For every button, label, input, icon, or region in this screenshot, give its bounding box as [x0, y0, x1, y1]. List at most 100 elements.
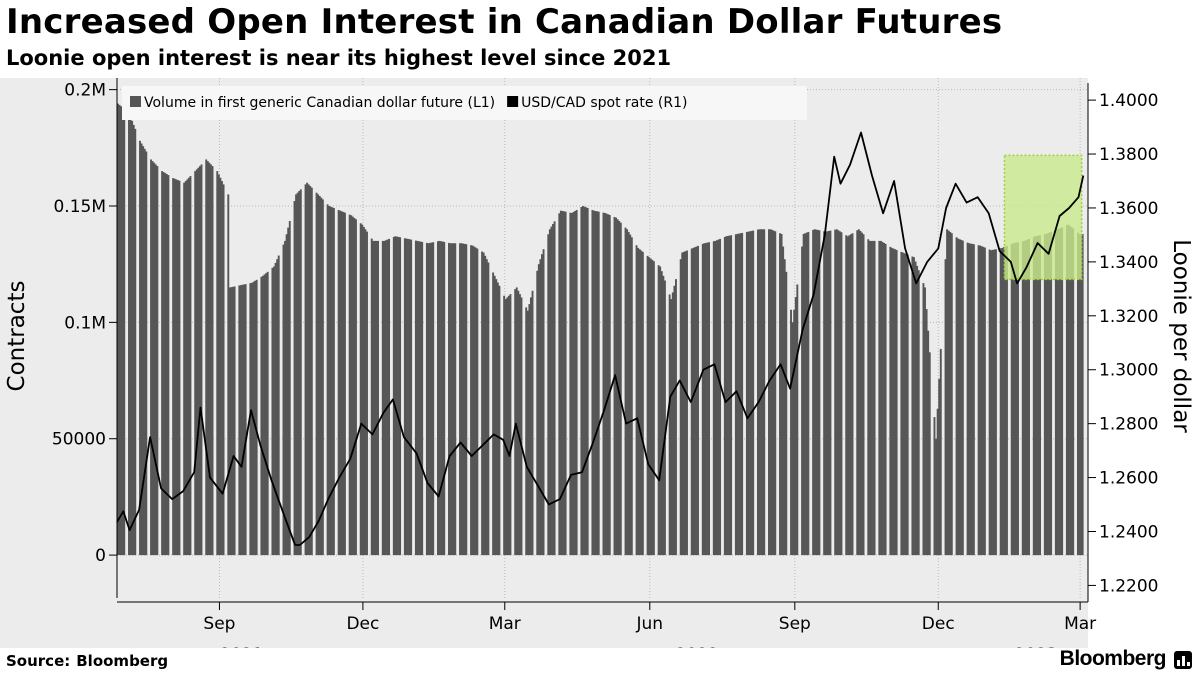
volume-bar — [293, 201, 296, 556]
volume-bar — [416, 240, 419, 556]
volume-bar — [1015, 242, 1018, 556]
volume-bar — [216, 171, 219, 556]
volume-bar — [856, 230, 859, 556]
volume-bar — [927, 330, 930, 556]
volume-bar — [983, 247, 986, 556]
volume-bar — [772, 230, 775, 556]
left-tick-label: 0.1M — [64, 313, 106, 333]
volume-bar — [894, 249, 897, 556]
volume-bar — [979, 245, 982, 556]
volume-bar — [717, 239, 720, 556]
volume-bar — [947, 230, 950, 556]
volume-bar — [353, 217, 356, 556]
volume-bar — [473, 246, 476, 556]
volume-bar — [826, 231, 829, 556]
volume-bar — [547, 234, 550, 556]
right-tick-label: 1.2200 — [1099, 576, 1158, 596]
volume-bar — [991, 249, 994, 556]
volume-bar — [785, 271, 788, 556]
volume-bar — [804, 233, 807, 556]
volume-bar — [377, 240, 379, 556]
volume-bar — [481, 251, 484, 556]
volume-bar — [129, 116, 132, 556]
volume-bar — [914, 261, 917, 556]
volume-bar — [671, 292, 674, 556]
volume-bar — [162, 172, 165, 556]
volume-bar — [681, 252, 684, 556]
volume-bar — [712, 241, 715, 556]
volume-bar — [317, 194, 320, 556]
volume-bar — [1069, 225, 1071, 556]
volume-bar — [936, 408, 939, 556]
volume-bar — [471, 245, 474, 556]
volume-bar — [121, 107, 124, 556]
x-tick-label: Jun — [636, 614, 664, 634]
volume-bar — [848, 235, 851, 556]
volume-bar — [917, 270, 920, 556]
volume-bar — [796, 284, 799, 556]
volume-bar — [430, 242, 433, 556]
volume-bar — [1032, 236, 1035, 556]
volume-bar — [441, 241, 444, 556]
chart-subtitle: Loonie open interest is near its highest… — [6, 46, 672, 70]
volume-bar — [583, 206, 586, 556]
x-tick-label: Mar — [1064, 614, 1096, 634]
volume-bar — [518, 294, 521, 556]
right-tick-label: 1.3800 — [1099, 145, 1158, 165]
volume-bar — [861, 232, 863, 556]
x-year-label: 2022 — [675, 645, 718, 648]
volume-bar — [350, 215, 353, 556]
volume-bar — [870, 240, 873, 556]
volume-bar — [624, 227, 627, 556]
volume-bar — [187, 177, 190, 556]
volume-bar — [517, 290, 520, 556]
volume-bar — [372, 240, 375, 556]
volume-bar — [186, 179, 189, 556]
volume-bar — [946, 229, 949, 556]
volume-bar — [496, 282, 499, 556]
volume-bar — [988, 249, 991, 556]
volume-bar — [890, 247, 893, 556]
volume-bar — [585, 207, 588, 556]
volume-bar — [529, 297, 532, 556]
volume-bar — [244, 284, 247, 556]
volume-bar — [548, 229, 551, 556]
left-tick-label: 0.15M — [53, 197, 106, 217]
volume-bar — [310, 187, 313, 556]
volume-bar — [895, 249, 898, 556]
volume-bar — [414, 240, 417, 556]
volume-bar — [381, 240, 384, 556]
x-tick-label: Dec — [922, 614, 955, 634]
volume-bar — [714, 240, 717, 556]
legend-swatch — [130, 96, 141, 107]
volume-bar — [183, 182, 186, 556]
volume-bar — [862, 234, 865, 556]
volume-bar — [355, 219, 357, 556]
volume-bar — [725, 236, 728, 556]
volume-bar — [818, 230, 821, 556]
volume-bar — [331, 207, 334, 556]
volume-bar — [701, 243, 704, 556]
volume-bar — [343, 212, 346, 556]
volume-bar — [884, 243, 887, 556]
volume-bar — [550, 226, 553, 556]
volume-bar — [449, 243, 452, 556]
volume-bar — [692, 247, 695, 556]
volume-bar — [829, 230, 832, 556]
volume-bar — [537, 264, 540, 556]
volume-bar — [602, 212, 605, 556]
volume-bar — [359, 223, 362, 556]
volume-bar — [239, 285, 242, 556]
volume-bar — [1037, 235, 1040, 556]
volume-bar — [605, 213, 608, 556]
volume-bar — [950, 233, 953, 556]
volume-bar — [228, 287, 231, 556]
volume-bar — [966, 242, 969, 556]
volume-bar — [704, 242, 707, 556]
volume-bar — [958, 239, 961, 556]
volume-bar — [194, 171, 197, 556]
volume-bar — [659, 266, 662, 556]
volume-bar — [288, 220, 291, 556]
volume-bar — [902, 252, 904, 556]
volume-bar — [840, 232, 843, 556]
